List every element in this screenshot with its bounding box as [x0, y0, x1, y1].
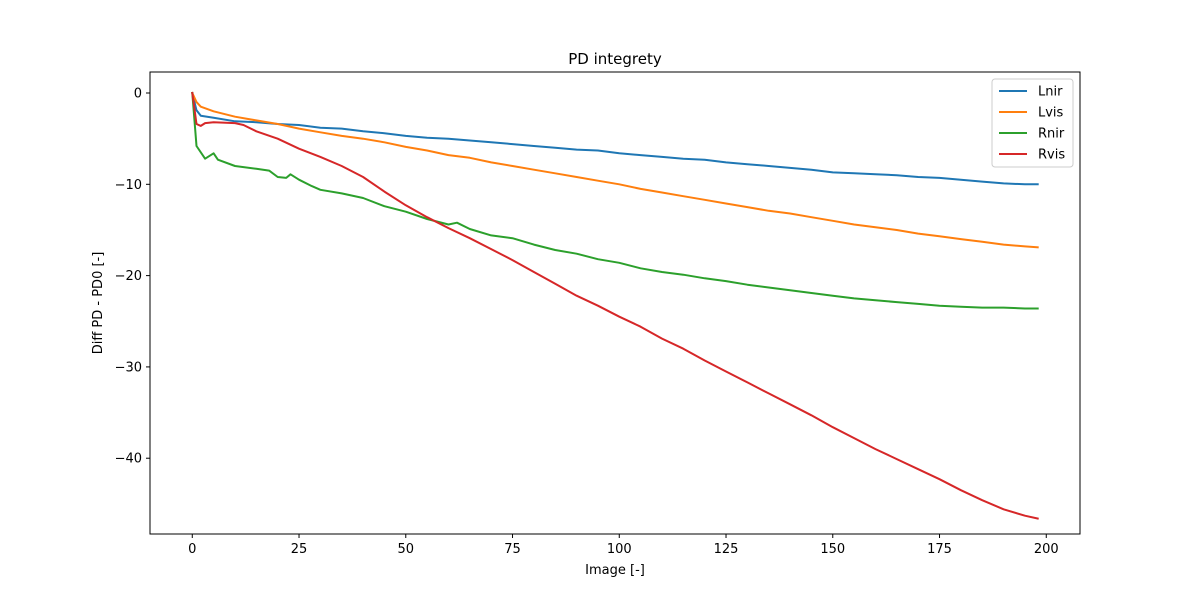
x-axis: 0 25 50 75 100 125 150 175 200	[188, 534, 1059, 557]
legend-box	[991, 78, 1074, 168]
legend-label-lvis: Lvis	[1038, 106, 1064, 121]
y-axis: 0 −10 −20 −30 −40	[115, 87, 150, 467]
legend: Lnir Lvis Rnir Rvis	[991, 78, 1074, 168]
y-tick-label: 0	[134, 87, 142, 102]
x-axis-label: Image [-]	[585, 563, 645, 578]
legend-label-rvis: Rvis	[1038, 148, 1065, 163]
y-tick-label: −10	[115, 178, 142, 193]
x-tick-label: 0	[188, 542, 196, 557]
y-tick-label: −40	[115, 452, 142, 467]
x-tick-label: 175	[927, 542, 952, 557]
series-line-rnir	[191, 91, 1039, 310]
plot-area	[149, 71, 1081, 535]
series-line-lvis	[190, 91, 1039, 249]
y-axis-label: Diff PD - PD0 [-]	[91, 252, 106, 355]
chart-title: PD integrety	[568, 50, 662, 68]
x-tick-label: 75	[504, 542, 521, 557]
legend-items: Lnir Lvis Rnir Rvis	[999, 85, 1065, 163]
series-line-rvis	[191, 91, 1039, 520]
legend-label-rnir: Rnir	[1038, 127, 1065, 142]
y-tick-label: −20	[115, 269, 142, 284]
plot-frame	[149, 71, 1081, 535]
legend-label-lnir: Lnir	[1038, 85, 1063, 100]
x-tick-label: 25	[291, 542, 308, 557]
x-tick-label: 50	[397, 542, 414, 557]
x-tick-label: 125	[714, 542, 739, 557]
x-tick-label: 100	[607, 542, 632, 557]
x-tick-label: 200	[1034, 542, 1059, 557]
series-line-lnir	[191, 91, 1039, 186]
x-tick-label: 150	[820, 542, 845, 557]
series-layer	[190, 91, 1039, 520]
y-tick-label: −30	[115, 360, 142, 375]
